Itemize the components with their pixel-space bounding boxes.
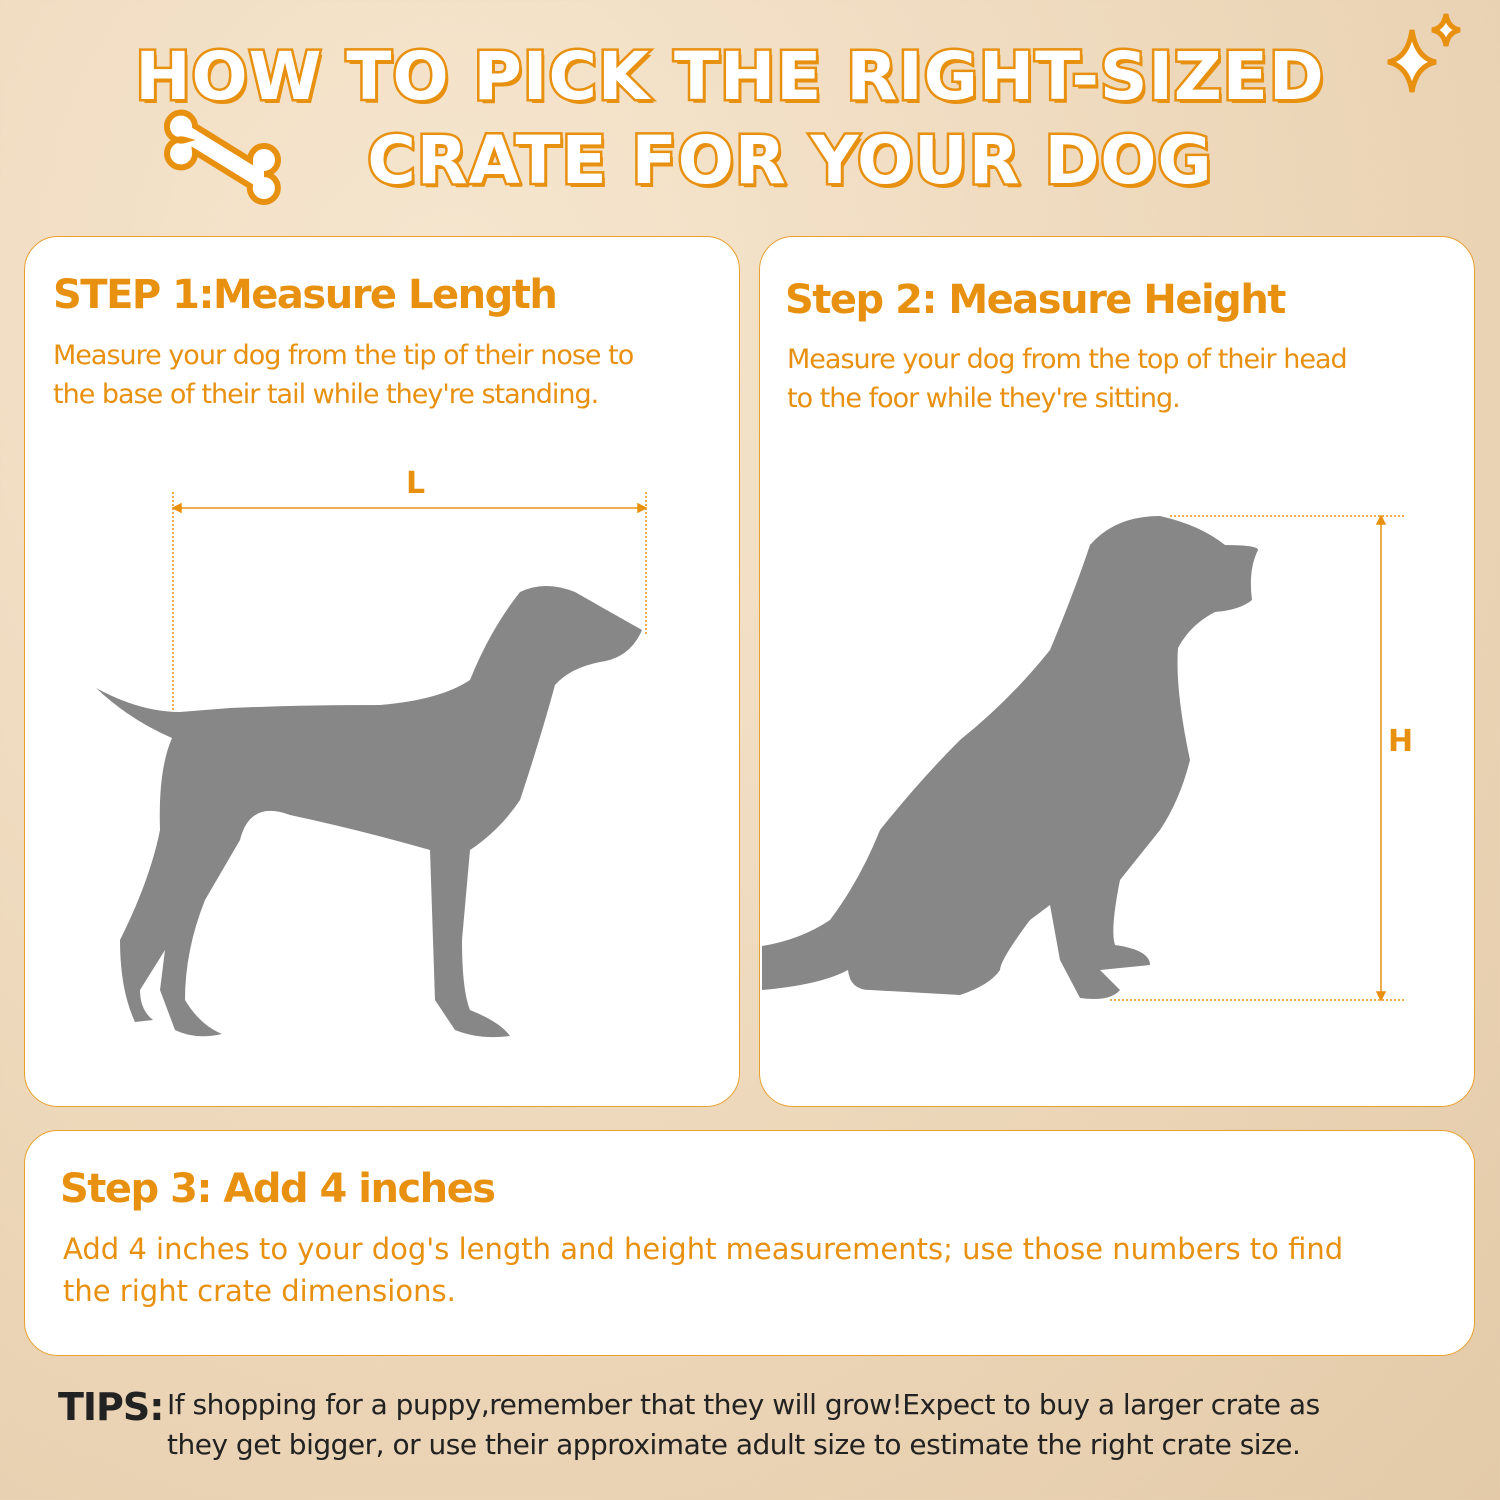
length-label: L (406, 466, 425, 501)
title-decorations (164, 13, 1461, 205)
step1-heading: STEP 1:Measure Length (53, 272, 558, 318)
tips-label: TIPS: (58, 1385, 164, 1429)
illustrations (96, 492, 1405, 1038)
sparkle-icon (1387, 13, 1461, 93)
tips-text-2: they get bigger, or use their approximat… (167, 1428, 1301, 1461)
height-label: H (1388, 724, 1413, 759)
step3-heading: Step 3: Add 4 inches (60, 1166, 496, 1212)
step3-card (24, 1130, 1475, 1356)
title-line-1: HOW TO PICK THE RIGHT-SIZED (133, 36, 1326, 118)
sitting-dog-silhouette (762, 516, 1258, 999)
height-measure-line (1110, 514, 1405, 1002)
length-measure-line (171, 492, 648, 710)
step1-text-1: Measure your dog from the tip of their n… (53, 340, 634, 371)
bone-icon (164, 109, 281, 205)
title-line-2: CRATE FOR YOUR DOG (365, 120, 1214, 202)
step2-text-1: Measure your dog from the top of their h… (787, 344, 1348, 375)
step3-text-1: Add 4 inches to your dog's length and he… (63, 1232, 1344, 1266)
standing-dog-silhouette (96, 586, 642, 1038)
step3-text-2: the right crate dimensions. (63, 1274, 456, 1308)
step2-text-2: to the foor while they're sitting. (787, 383, 1181, 414)
tips-text-1: If shopping for a puppy,remember that th… (167, 1388, 1320, 1421)
step2-heading: Step 2: Measure Height (785, 277, 1286, 323)
step1-text-2: the base of their tail while they're sta… (53, 379, 599, 410)
